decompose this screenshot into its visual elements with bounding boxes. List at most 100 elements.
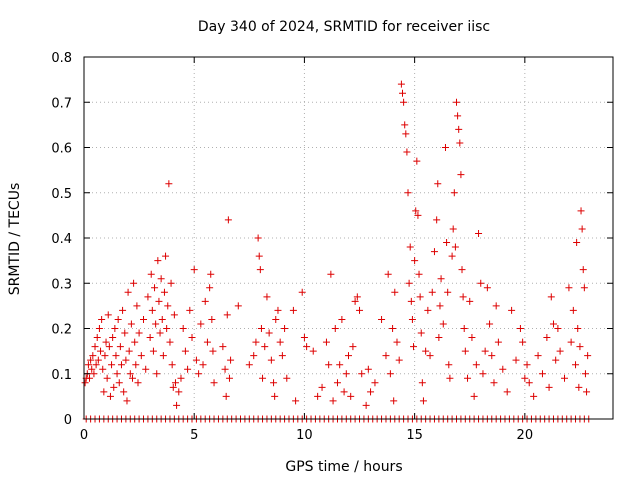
data-point (106, 392, 114, 400)
data-point (581, 370, 589, 378)
data-point (116, 343, 124, 351)
data-point (221, 365, 229, 373)
data-point (148, 306, 156, 314)
data-point (318, 383, 326, 391)
data-point (386, 370, 394, 378)
data-point (224, 216, 232, 224)
data-point (325, 361, 333, 369)
data-point (408, 315, 416, 323)
data-points (81, 80, 593, 423)
data-point (91, 343, 99, 351)
data-point (133, 302, 141, 310)
data-point (140, 315, 148, 323)
data-point (556, 347, 564, 355)
data-point (90, 370, 98, 378)
data-point (434, 180, 442, 188)
data-point (417, 329, 425, 337)
data-point (105, 343, 113, 351)
data-point (327, 270, 335, 278)
data-point (131, 338, 139, 346)
data-point (122, 356, 130, 364)
data-point (481, 347, 489, 355)
data-point (449, 225, 457, 233)
data-point (430, 248, 438, 256)
data-point (110, 383, 118, 391)
data-point (389, 325, 397, 332)
data-point (353, 293, 361, 301)
data-point (126, 370, 134, 378)
data-point (525, 379, 533, 387)
data-point (413, 157, 421, 165)
data-point (281, 325, 289, 332)
data-point (578, 225, 586, 233)
data-point (94, 356, 102, 364)
data-point (154, 257, 162, 265)
data-point (163, 325, 171, 332)
data-point (508, 306, 516, 314)
data-point (184, 365, 192, 373)
y-tick-label: 0.3 (51, 277, 72, 292)
data-point (210, 379, 218, 387)
y-tick-label: 0.8 (51, 51, 72, 66)
data-point (391, 288, 399, 296)
data-point (577, 207, 585, 215)
data-point (569, 306, 577, 314)
data-point (132, 361, 140, 369)
data-point (416, 293, 424, 301)
data-point (259, 374, 267, 382)
data-point (567, 338, 575, 346)
data-point (179, 325, 187, 332)
x-tick-label: 10 (296, 428, 313, 443)
data-point (406, 243, 414, 251)
data-point (166, 338, 174, 346)
data-point (404, 189, 412, 197)
data-point (494, 338, 502, 346)
data-point (395, 356, 403, 364)
data-point (173, 401, 181, 409)
data-point (121, 329, 129, 337)
data-point (109, 334, 117, 342)
data-point (195, 370, 203, 378)
data-point (439, 320, 447, 328)
data-point (584, 352, 592, 360)
data-point (552, 356, 560, 364)
data-point (159, 352, 167, 360)
data-point (170, 311, 178, 319)
data-point (271, 392, 279, 400)
data-point (424, 306, 432, 314)
data-point (201, 297, 209, 305)
data-point (418, 379, 426, 387)
data-point (134, 379, 142, 387)
data-point (92, 361, 100, 369)
data-point (347, 392, 355, 400)
data-point (516, 325, 524, 332)
data-point (142, 365, 150, 373)
data-point (112, 352, 120, 360)
data-point (314, 392, 322, 400)
data-point (177, 374, 185, 382)
data-point (488, 352, 496, 360)
x-axis-label: GPS time / hours (285, 459, 402, 475)
axes (83, 56, 614, 420)
data-point (412, 207, 420, 215)
data-point (565, 284, 573, 292)
data-point (523, 361, 531, 369)
data-point (146, 334, 154, 342)
data-point (130, 279, 138, 287)
data-point (483, 284, 491, 292)
data-point (441, 144, 449, 151)
data-point (414, 211, 422, 219)
data-point (250, 352, 258, 360)
data-point (278, 352, 286, 360)
data-point (158, 315, 166, 323)
data-point (492, 302, 500, 310)
data-point (81, 379, 89, 387)
data-point (400, 98, 408, 106)
data-point (459, 293, 467, 301)
data-point (169, 383, 177, 391)
data-point (165, 180, 173, 188)
data-point (234, 302, 242, 310)
data-point (499, 365, 507, 373)
data-point (329, 397, 337, 405)
